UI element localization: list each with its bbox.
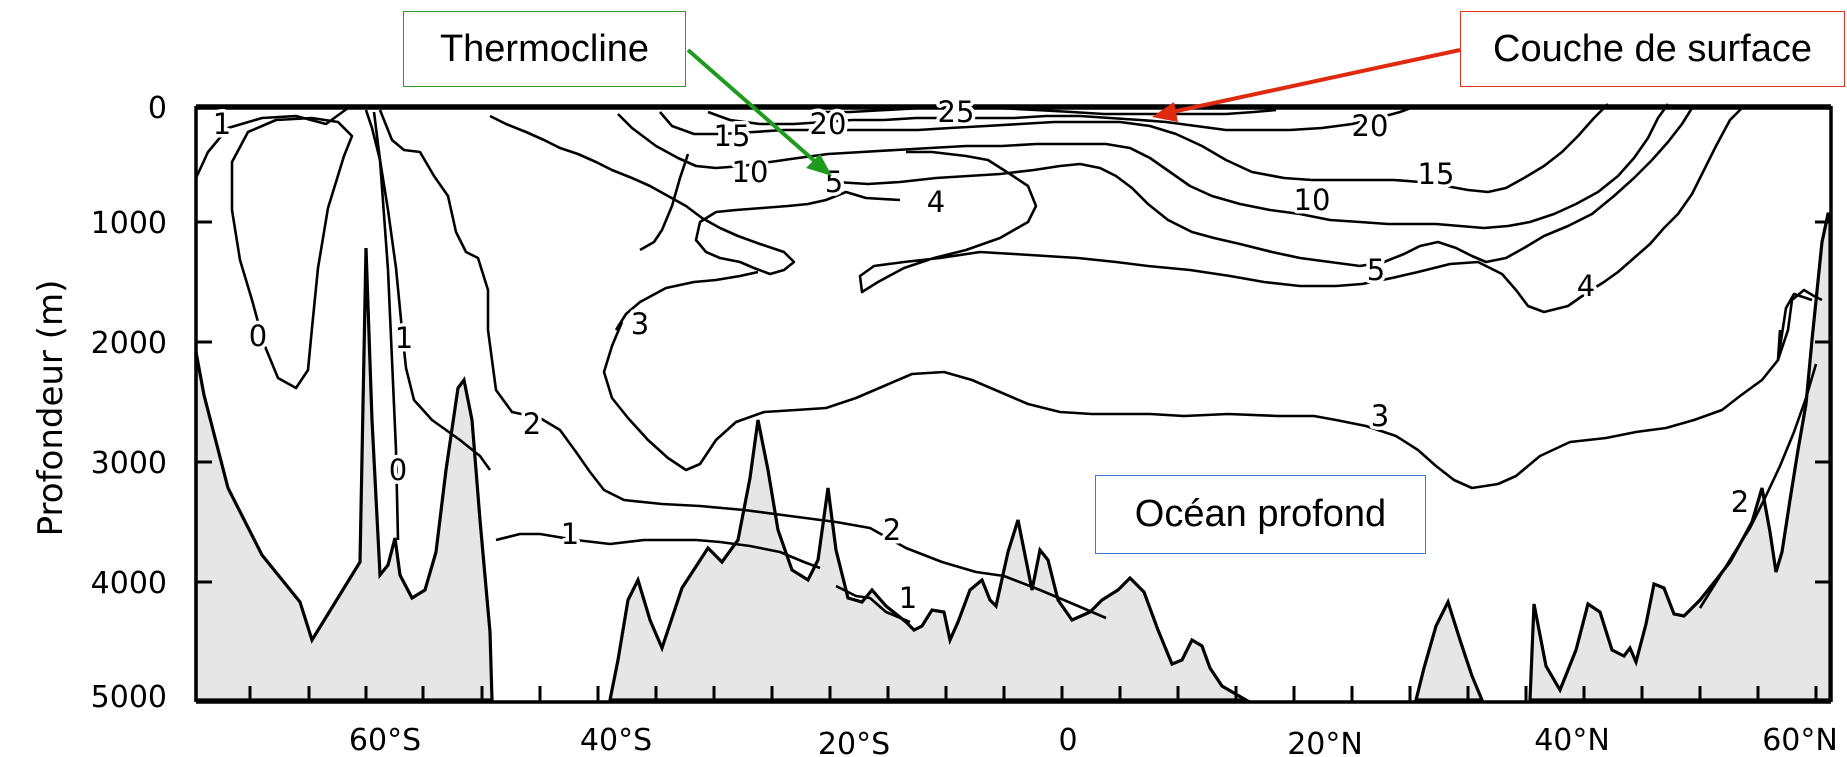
y-tick-2000: 2000	[91, 326, 167, 361]
contour-label: 1	[561, 517, 579, 551]
isotherm-left-extra	[639, 153, 690, 252]
x-tick-20N: 20°N	[1287, 727, 1363, 757]
isotherm-1-right	[835, 584, 911, 624]
seafloor	[194, 212, 1832, 702]
isotherm-0-mid	[372, 111, 400, 541]
isotherm-4	[858, 107, 1743, 314]
plot-frame	[194, 104, 1833, 704]
isotherm-10	[617, 103, 1670, 230]
y-tick-1000: 1000	[91, 206, 167, 241]
deep-ocean-label: Océan profond	[1095, 475, 1426, 554]
contour-label: 3	[1371, 399, 1389, 433]
isotherm-1-lower	[495, 532, 821, 570]
contour-label: 4	[927, 185, 945, 219]
surface-layer-arrow	[1152, 48, 1461, 122]
contour-labels: 1 0 1 0 2 1 15 20 25 20 10 5 4 15 10 5 4…	[209, 92, 1752, 619]
isotherm-0-loop	[230, 116, 354, 390]
y-ticks	[196, 220, 1831, 584]
isotherm-3-north	[1776, 292, 1813, 362]
seafloor-atlantic	[608, 419, 1252, 702]
y-tick-5000: 5000	[91, 680, 167, 715]
isotherm-2-north	[1698, 363, 1818, 609]
y-tick-3000: 3000	[91, 446, 167, 481]
isotherm-2	[378, 109, 1107, 620]
contour-label: 15	[714, 119, 751, 153]
thermocline-arrow	[686, 48, 832, 176]
contour-label: 4	[1577, 269, 1595, 303]
isotherm-4-south	[489, 114, 901, 276]
seafloor-south	[194, 247, 494, 702]
contour-label: 1	[213, 107, 231, 141]
contour-label: 5	[1367, 253, 1385, 287]
seafloor-north	[1528, 212, 1832, 702]
contour-label: 1	[395, 321, 413, 355]
y-axis-title: Profondeur (m)	[31, 280, 71, 537]
y-tick-4000: 4000	[91, 566, 167, 601]
contour-label: 2	[1731, 485, 1749, 519]
isotherm-1-south	[194, 106, 360, 179]
contour-label: 10	[732, 155, 769, 189]
isotherm-3-main	[602, 288, 1823, 490]
contour-label: 20	[810, 107, 847, 141]
contour-label: 0	[249, 319, 267, 353]
contour-label: 15	[1418, 157, 1455, 191]
contour-label: 3	[631, 307, 649, 341]
isotherm-15	[659, 103, 1609, 194]
isotherm-3-loop	[614, 270, 759, 331]
contour-label: 2	[883, 513, 901, 547]
y-tick-0: 0	[148, 91, 167, 126]
x-tick-60S: 60°S	[349, 723, 421, 757]
contour-label: 0	[389, 453, 407, 487]
isotherm-5	[835, 107, 1694, 268]
x-tick-60N: 60°N	[1762, 723, 1838, 757]
contour-label: 1	[899, 581, 917, 615]
x-tick-0: 0	[1058, 723, 1077, 757]
contour-label: 25	[938, 95, 975, 129]
x-tick-40S: 40°S	[580, 723, 652, 757]
isotherm-20	[707, 104, 1417, 132]
contour-label: 2	[523, 407, 541, 441]
contour-label: 10	[1294, 183, 1331, 217]
seafloor-ridge-1	[1413, 597, 1485, 702]
x-tick-20S: 20°S	[818, 727, 890, 757]
thermocline-label: Thermocline	[403, 11, 686, 87]
x-ticks	[248, 686, 1818, 702]
surface-layer-label: Couche de surface	[1460, 11, 1845, 87]
contour-label: 20	[1352, 109, 1389, 143]
x-tick-40N: 40°N	[1534, 723, 1610, 757]
